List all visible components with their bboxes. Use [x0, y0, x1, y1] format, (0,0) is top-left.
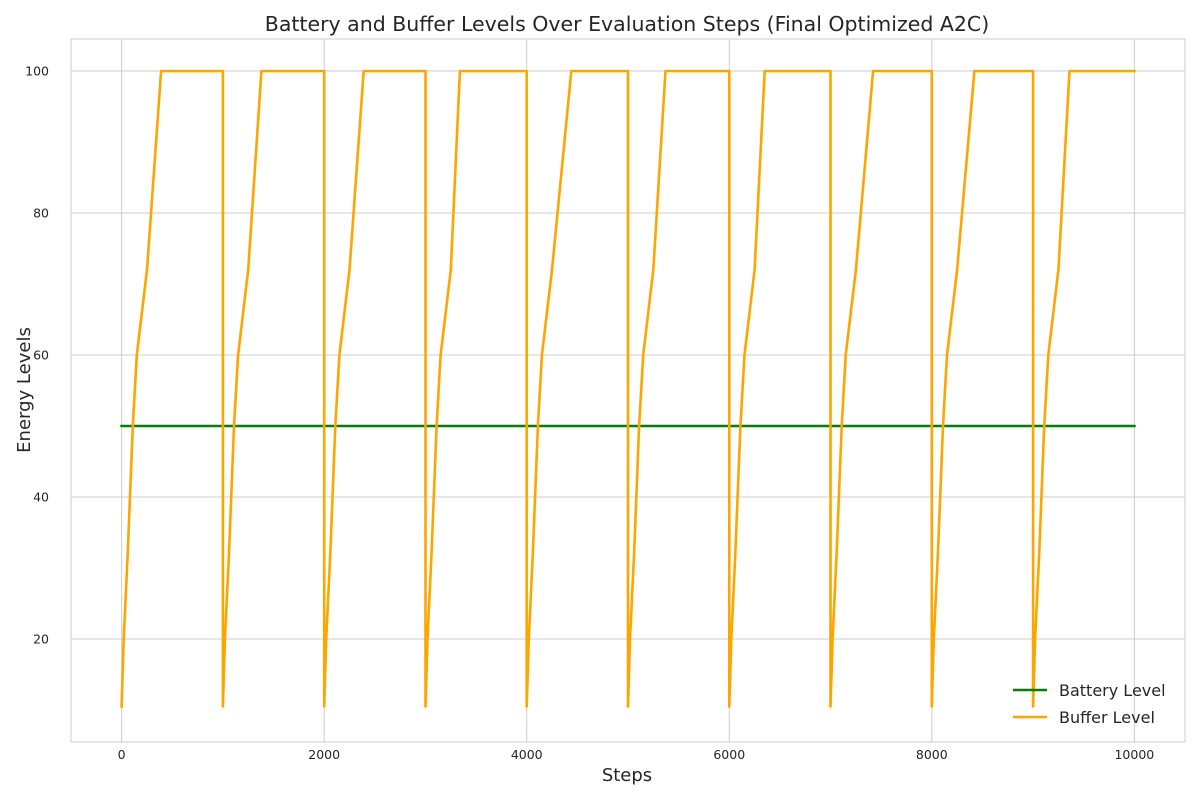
x-axis-title: Steps	[602, 765, 652, 786]
chart-title: Battery and Buffer Levels Over Evaluatio…	[265, 12, 990, 36]
plot-frame	[70, 38, 1186, 743]
y-tick-label: 20	[33, 632, 49, 647]
y-axis-title: Energy Levels	[14, 327, 35, 453]
buffer-level-line	[120, 69, 1136, 708]
legend: Battery Level Buffer Level	[1013, 681, 1166, 727]
y-tick-label: 40	[33, 490, 49, 505]
y-tick-label: 100	[25, 63, 49, 78]
legend-label-battery-level: Battery Level	[1059, 681, 1166, 700]
series-layer	[120, 69, 1136, 708]
x-tick-label: 4000	[511, 747, 543, 762]
y-tick-label: 60	[33, 347, 49, 362]
x-tick-label: 10000	[1114, 747, 1154, 762]
legend-label-buffer-level: Buffer Level	[1059, 708, 1155, 727]
x-tick-label: 8000	[916, 747, 948, 762]
x-tick-labels: 0 2000 4000 6000 8000 10000	[118, 747, 1155, 762]
y-tick-labels: 20 40 60 80 100	[25, 63, 49, 646]
x-tick-label: 6000	[713, 747, 745, 762]
x-tick-label: 2000	[308, 747, 340, 762]
x-tick-label: 0	[118, 747, 126, 762]
y-tick-label: 80	[33, 205, 49, 220]
